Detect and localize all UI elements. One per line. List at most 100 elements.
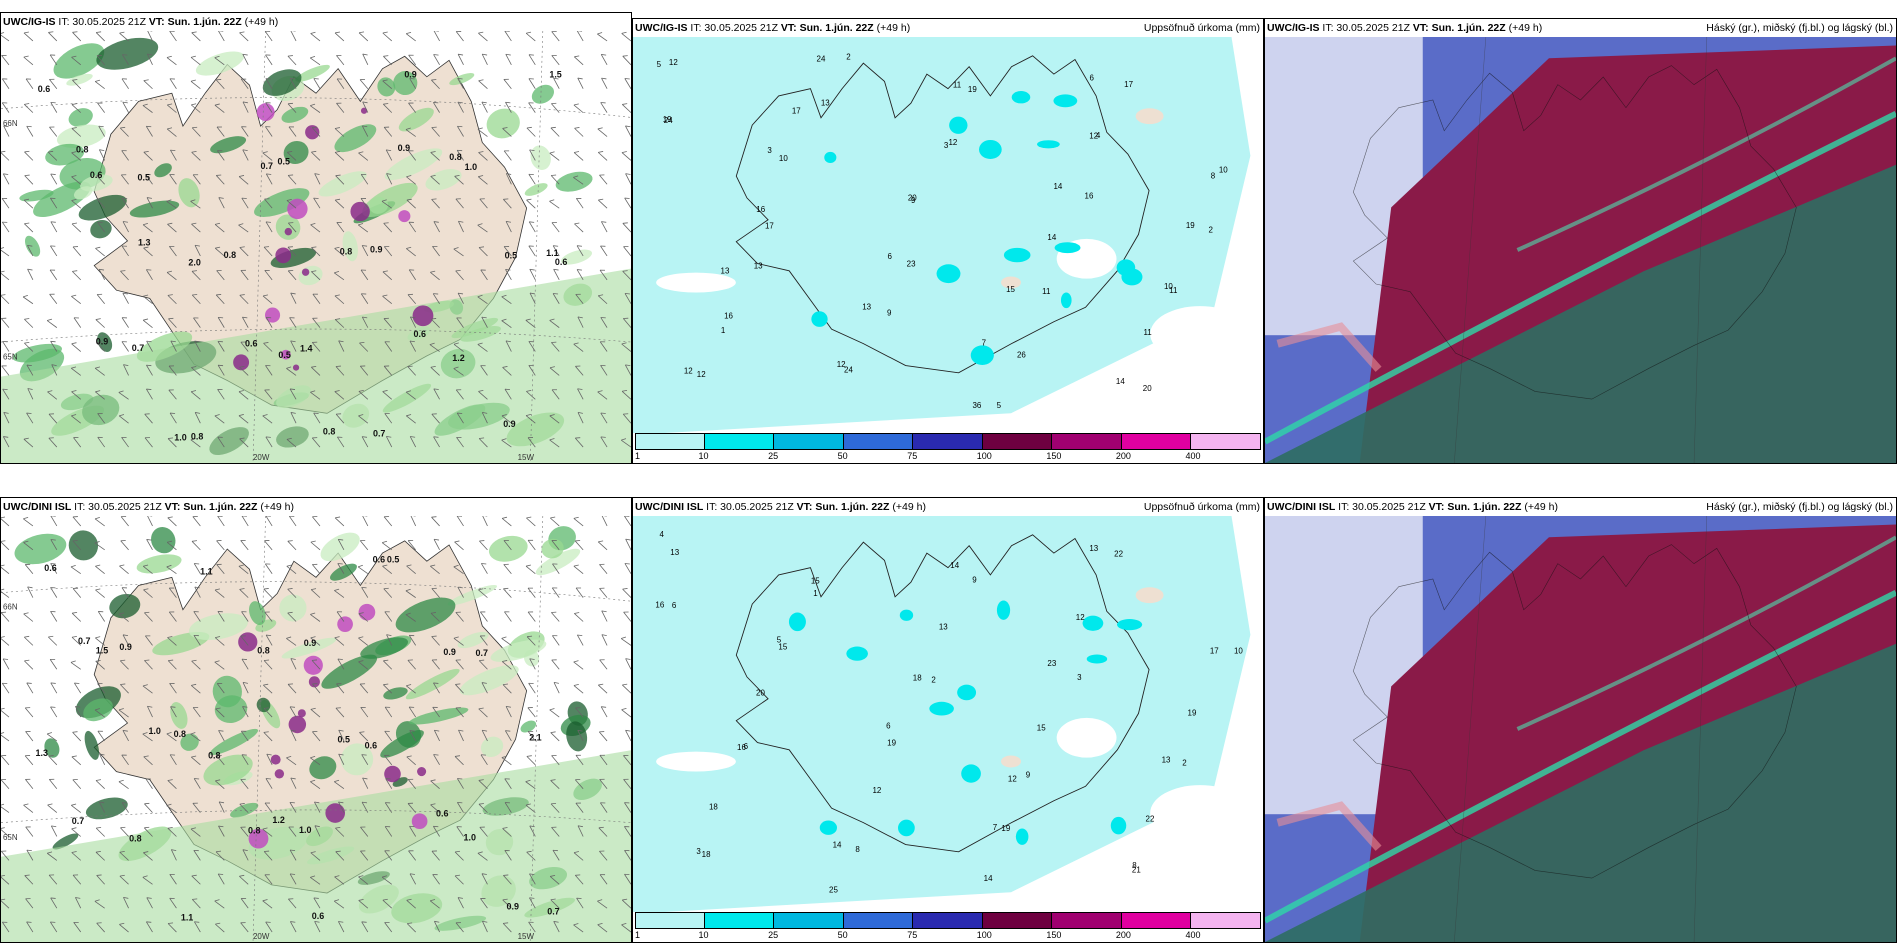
rain-value-label: 0.9 xyxy=(96,336,108,346)
wind-barb xyxy=(142,564,153,575)
bottom-rain-area xyxy=(68,530,99,561)
wind-barb xyxy=(478,151,488,161)
wind-barb xyxy=(24,318,34,328)
bottom-convective-cell xyxy=(337,616,353,633)
wind-barb xyxy=(574,437,584,448)
wind-barb xyxy=(625,173,631,185)
wind-barb xyxy=(310,588,321,598)
wind-barb xyxy=(287,174,297,185)
wind-barb xyxy=(358,636,369,646)
top-convective-cell xyxy=(412,305,434,327)
wind-barb xyxy=(310,875,321,885)
wind-barb xyxy=(25,731,34,742)
wind-barb xyxy=(120,270,129,281)
wind-barb xyxy=(576,245,584,257)
wind-barb xyxy=(47,150,58,161)
wind-barb xyxy=(431,850,440,861)
wind-barb xyxy=(1,874,10,885)
precip-value-label: 24 xyxy=(817,55,826,64)
precip-value-label: 21 xyxy=(1132,865,1141,874)
lead-time: (+49 h) xyxy=(1508,22,1543,34)
top-rain-area xyxy=(68,108,93,127)
map-precip[interactable]: 5 3 6 7 6 10 13 12 11 14 10 12 17 20 15 14 19 16 13 36 12 19 1… xyxy=(633,37,1263,433)
wind-barb xyxy=(289,873,297,885)
wind-barb xyxy=(166,564,177,575)
rain-value-label: 1.5 xyxy=(96,645,108,655)
wind-barb xyxy=(170,340,177,352)
wind-barb xyxy=(431,79,440,90)
wind-barb xyxy=(1,778,10,789)
wind-barb xyxy=(453,564,464,575)
wind-barb xyxy=(118,390,129,400)
wind-barb xyxy=(334,127,345,137)
bottom-rain-area xyxy=(490,639,547,662)
wind-barb xyxy=(287,540,297,551)
wind-barb xyxy=(96,174,105,185)
wind-barb xyxy=(27,388,34,400)
wind-barb xyxy=(289,801,297,813)
wind-barb xyxy=(72,540,82,551)
wind-barb xyxy=(409,78,417,89)
map-cloud[interactable] xyxy=(1265,37,1896,463)
wind-barb xyxy=(71,175,82,185)
precip-value-label: 1 xyxy=(813,589,818,598)
precip-colorbar: 1 10 25 50 75 100 150 200 400 xyxy=(633,912,1263,942)
wind-barb xyxy=(71,635,82,646)
wind-barb xyxy=(358,223,369,233)
wind-barb xyxy=(218,825,225,837)
wind-barb xyxy=(119,31,129,42)
wind-barb xyxy=(265,634,273,646)
precip-value-label: 13 xyxy=(821,99,830,108)
wind-barb xyxy=(24,755,34,766)
wind-barb xyxy=(217,316,225,328)
wind-barb xyxy=(433,388,440,400)
wind-barb xyxy=(122,54,129,66)
wind-barb xyxy=(455,707,464,718)
wind-barb xyxy=(50,245,58,257)
wind-barb xyxy=(430,151,440,161)
wind-barb xyxy=(26,125,34,137)
bottom-rain-area xyxy=(203,754,253,786)
wind-barb xyxy=(433,54,440,66)
wind-barb xyxy=(95,636,105,646)
wind-barb xyxy=(289,317,297,328)
wind-barb xyxy=(525,414,536,424)
colorbar-label: 10 xyxy=(698,930,709,940)
wind-barb xyxy=(577,388,584,400)
map-wind-rain[interactable]: 66N 65N 20W 15W 0.6 0.5 0.8 1.4 0.9 1.0 0.6 0.7 0.8 0… xyxy=(1,31,631,463)
wind-barb xyxy=(289,706,297,718)
wind-barb xyxy=(214,414,225,424)
bottom-rain-area xyxy=(188,613,248,641)
wind-barb xyxy=(49,293,58,304)
wind-barb xyxy=(358,389,369,400)
wind-barb xyxy=(457,778,464,789)
wind-barb xyxy=(262,151,273,161)
wind-barb xyxy=(574,127,584,137)
wind-barb xyxy=(386,436,393,448)
wind-barb xyxy=(573,683,584,694)
wind-barb xyxy=(263,588,273,598)
precip-value-label: 16 xyxy=(724,312,733,321)
map-cloud[interactable] xyxy=(1265,516,1896,942)
precip-value-label: 25 xyxy=(829,885,838,894)
wind-barb xyxy=(573,342,584,352)
wind-barb xyxy=(455,389,464,400)
wind-barb xyxy=(526,389,536,400)
top-rain-area xyxy=(24,235,41,257)
wind-barb xyxy=(167,516,177,527)
wind-barb xyxy=(358,31,369,42)
precip-value-label: 18 xyxy=(702,850,711,859)
wind-barb xyxy=(122,292,129,304)
map-precip[interactable]: 4 5 6 7 13 17 16 14 14 23 13 18 15 18 12 21 16 20 12 14 12 19… xyxy=(633,516,1263,912)
wind-barb xyxy=(142,294,153,305)
colorbar-label: 50 xyxy=(837,451,848,461)
wind-barb xyxy=(505,705,512,718)
precip-value-label: 18 xyxy=(913,674,922,683)
wind-barb xyxy=(454,174,464,185)
precip-value-label: 10 xyxy=(779,154,788,163)
wind-barb xyxy=(95,318,105,328)
wind-barb xyxy=(431,635,440,646)
map-wind-rain[interactable]: 66N 65N 20W 15W 0.6 0.9 0.8 1.0 0.5 0.7 1.3 0.8 1.1 0… xyxy=(1,516,631,942)
wind-barb xyxy=(241,754,249,766)
wind-barb xyxy=(290,340,297,352)
